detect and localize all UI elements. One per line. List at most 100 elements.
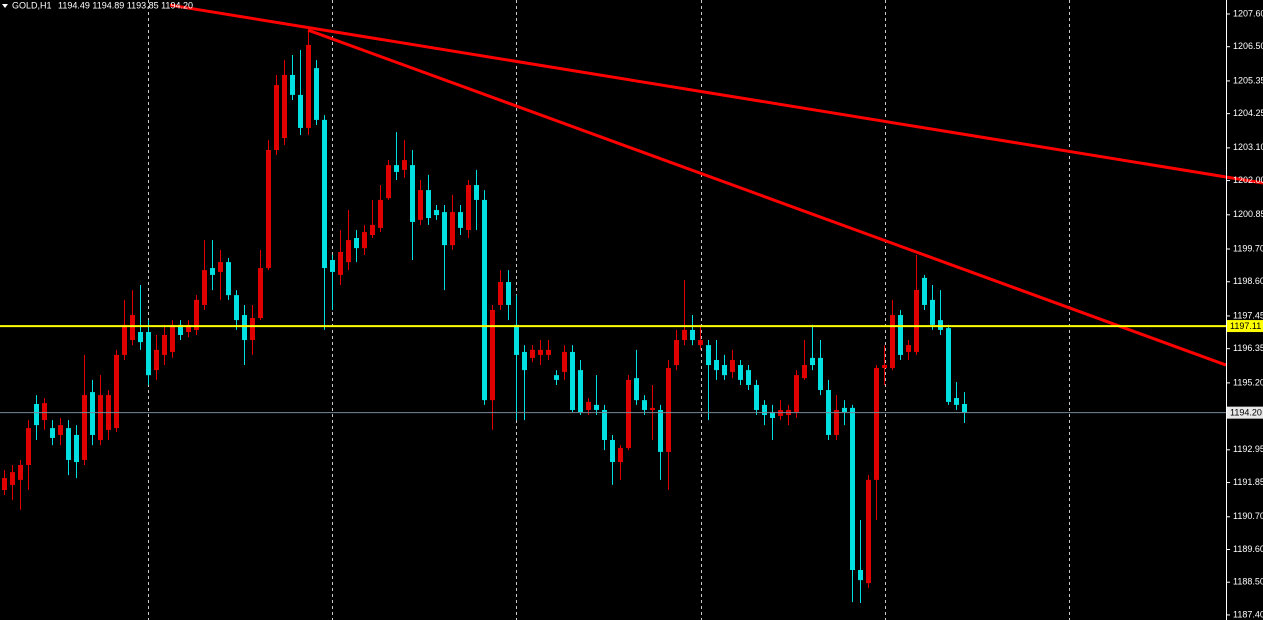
candle-body	[146, 332, 151, 376]
candle-body	[466, 185, 471, 230]
y-tick-label: 1190.70	[1233, 511, 1263, 521]
candle-body	[250, 318, 255, 341]
candle-body	[722, 365, 727, 376]
candle-body	[538, 349, 543, 355]
candle-body	[474, 185, 479, 200]
candle-body	[850, 407, 855, 571]
candle-body	[178, 324, 183, 335]
candle-body	[498, 282, 503, 305]
candle-body	[522, 351, 527, 371]
candle-body	[482, 199, 487, 401]
candle-body	[658, 409, 663, 452]
candle-body	[362, 232, 367, 249]
candle-body	[386, 165, 391, 199]
candle-body	[58, 425, 63, 435]
y-tick-label: 1206.50	[1233, 41, 1263, 51]
y-tick-label: 1203.10	[1233, 142, 1263, 152]
candle-body	[738, 365, 743, 380]
candle-body	[650, 407, 655, 410]
candle-body	[810, 357, 815, 366]
candle-body	[18, 465, 23, 480]
candle-body	[690, 329, 695, 341]
candle-body	[370, 224, 375, 236]
candle-body	[282, 74, 287, 139]
candle-body	[322, 119, 327, 269]
candle-body	[378, 199, 383, 228]
candle-body	[682, 329, 687, 341]
candle-body	[746, 370, 751, 385]
y-tick-label: 1196.35	[1233, 343, 1263, 353]
plot	[0, 3, 1263, 604]
candle-body	[762, 404, 767, 416]
level-label: 1197.11	[1230, 321, 1261, 331]
price-axis: 1207.60 1206.50 1205.35 1204.25 1203.10 1202.…	[1226, 8, 1263, 619]
candle-body	[842, 407, 847, 413]
candle-body	[914, 290, 919, 352]
candle-body	[338, 251, 343, 275]
candle-body	[314, 68, 319, 120]
candle-body	[194, 299, 199, 330]
menu-arrow[interactable]	[2, 4, 8, 8]
candle-body	[354, 238, 359, 249]
ohlc-info: 1194.49 1194.89 1193.85 1194.20	[58, 0, 193, 10]
candle-body	[674, 340, 679, 366]
candle-body	[922, 277, 927, 305]
y-tick-label: 1191.85	[1233, 477, 1263, 487]
candle-body	[770, 412, 775, 418]
candle-body	[882, 365, 887, 369]
candle-body	[570, 351, 575, 410]
candle-body	[898, 315, 903, 355]
candle-body	[506, 282, 511, 305]
candle-body	[866, 479, 871, 584]
candle-body	[154, 349, 159, 371]
y-tick-label: 1199.70	[1233, 243, 1263, 253]
y-tick-label: 1198.60	[1233, 276, 1263, 286]
trend-line	[307, 28, 1227, 367]
bid-label: 1194.20	[1230, 408, 1262, 418]
candle-body	[98, 395, 103, 441]
candle-body	[714, 359, 719, 371]
y-tick-label: 1204.25	[1233, 108, 1263, 118]
candle-body	[602, 409, 607, 441]
candle-body	[794, 375, 799, 413]
candle-body	[298, 94, 303, 128]
y-tick-label: 1202.00	[1233, 175, 1263, 185]
y-tick-label: 1205.35	[1233, 75, 1263, 85]
candle-body	[266, 149, 271, 269]
candle-body	[274, 85, 279, 150]
candle-body	[834, 409, 839, 435]
candle-body	[642, 400, 647, 410]
candle-body	[594, 404, 599, 410]
candle-body	[242, 315, 247, 341]
candle-body	[586, 401, 591, 410]
candle-body	[858, 570, 863, 581]
candle-body	[410, 165, 415, 222]
candle-body	[42, 403, 47, 421]
candle-body	[82, 395, 87, 460]
candle-body	[946, 328, 951, 402]
candle-body	[218, 262, 223, 272]
candle-body	[330, 260, 335, 272]
candle-body	[818, 357, 823, 391]
separators	[148, 0, 1070, 620]
candle-body	[210, 268, 215, 275]
y-tick-label: 1200.85	[1233, 209, 1263, 219]
y-tick-label: 1187.40	[1233, 609, 1263, 619]
candle-body	[802, 365, 807, 379]
candle-body	[874, 368, 879, 480]
y-tick-label: 1207.60	[1233, 8, 1263, 18]
candle-body	[730, 359, 735, 372]
candle-body	[450, 212, 455, 246]
candle-body	[954, 398, 959, 405]
candle-body	[514, 324, 519, 355]
candle-body	[226, 262, 231, 296]
candle-body	[618, 448, 623, 463]
bid-label-box	[1227, 406, 1263, 419]
candle-body	[490, 310, 495, 401]
candle-body	[162, 334, 167, 355]
candle-body	[306, 44, 311, 128]
candle-body	[34, 404, 39, 426]
candle-body	[890, 315, 895, 369]
candle-body	[26, 428, 31, 465]
candle-body	[962, 404, 967, 413]
